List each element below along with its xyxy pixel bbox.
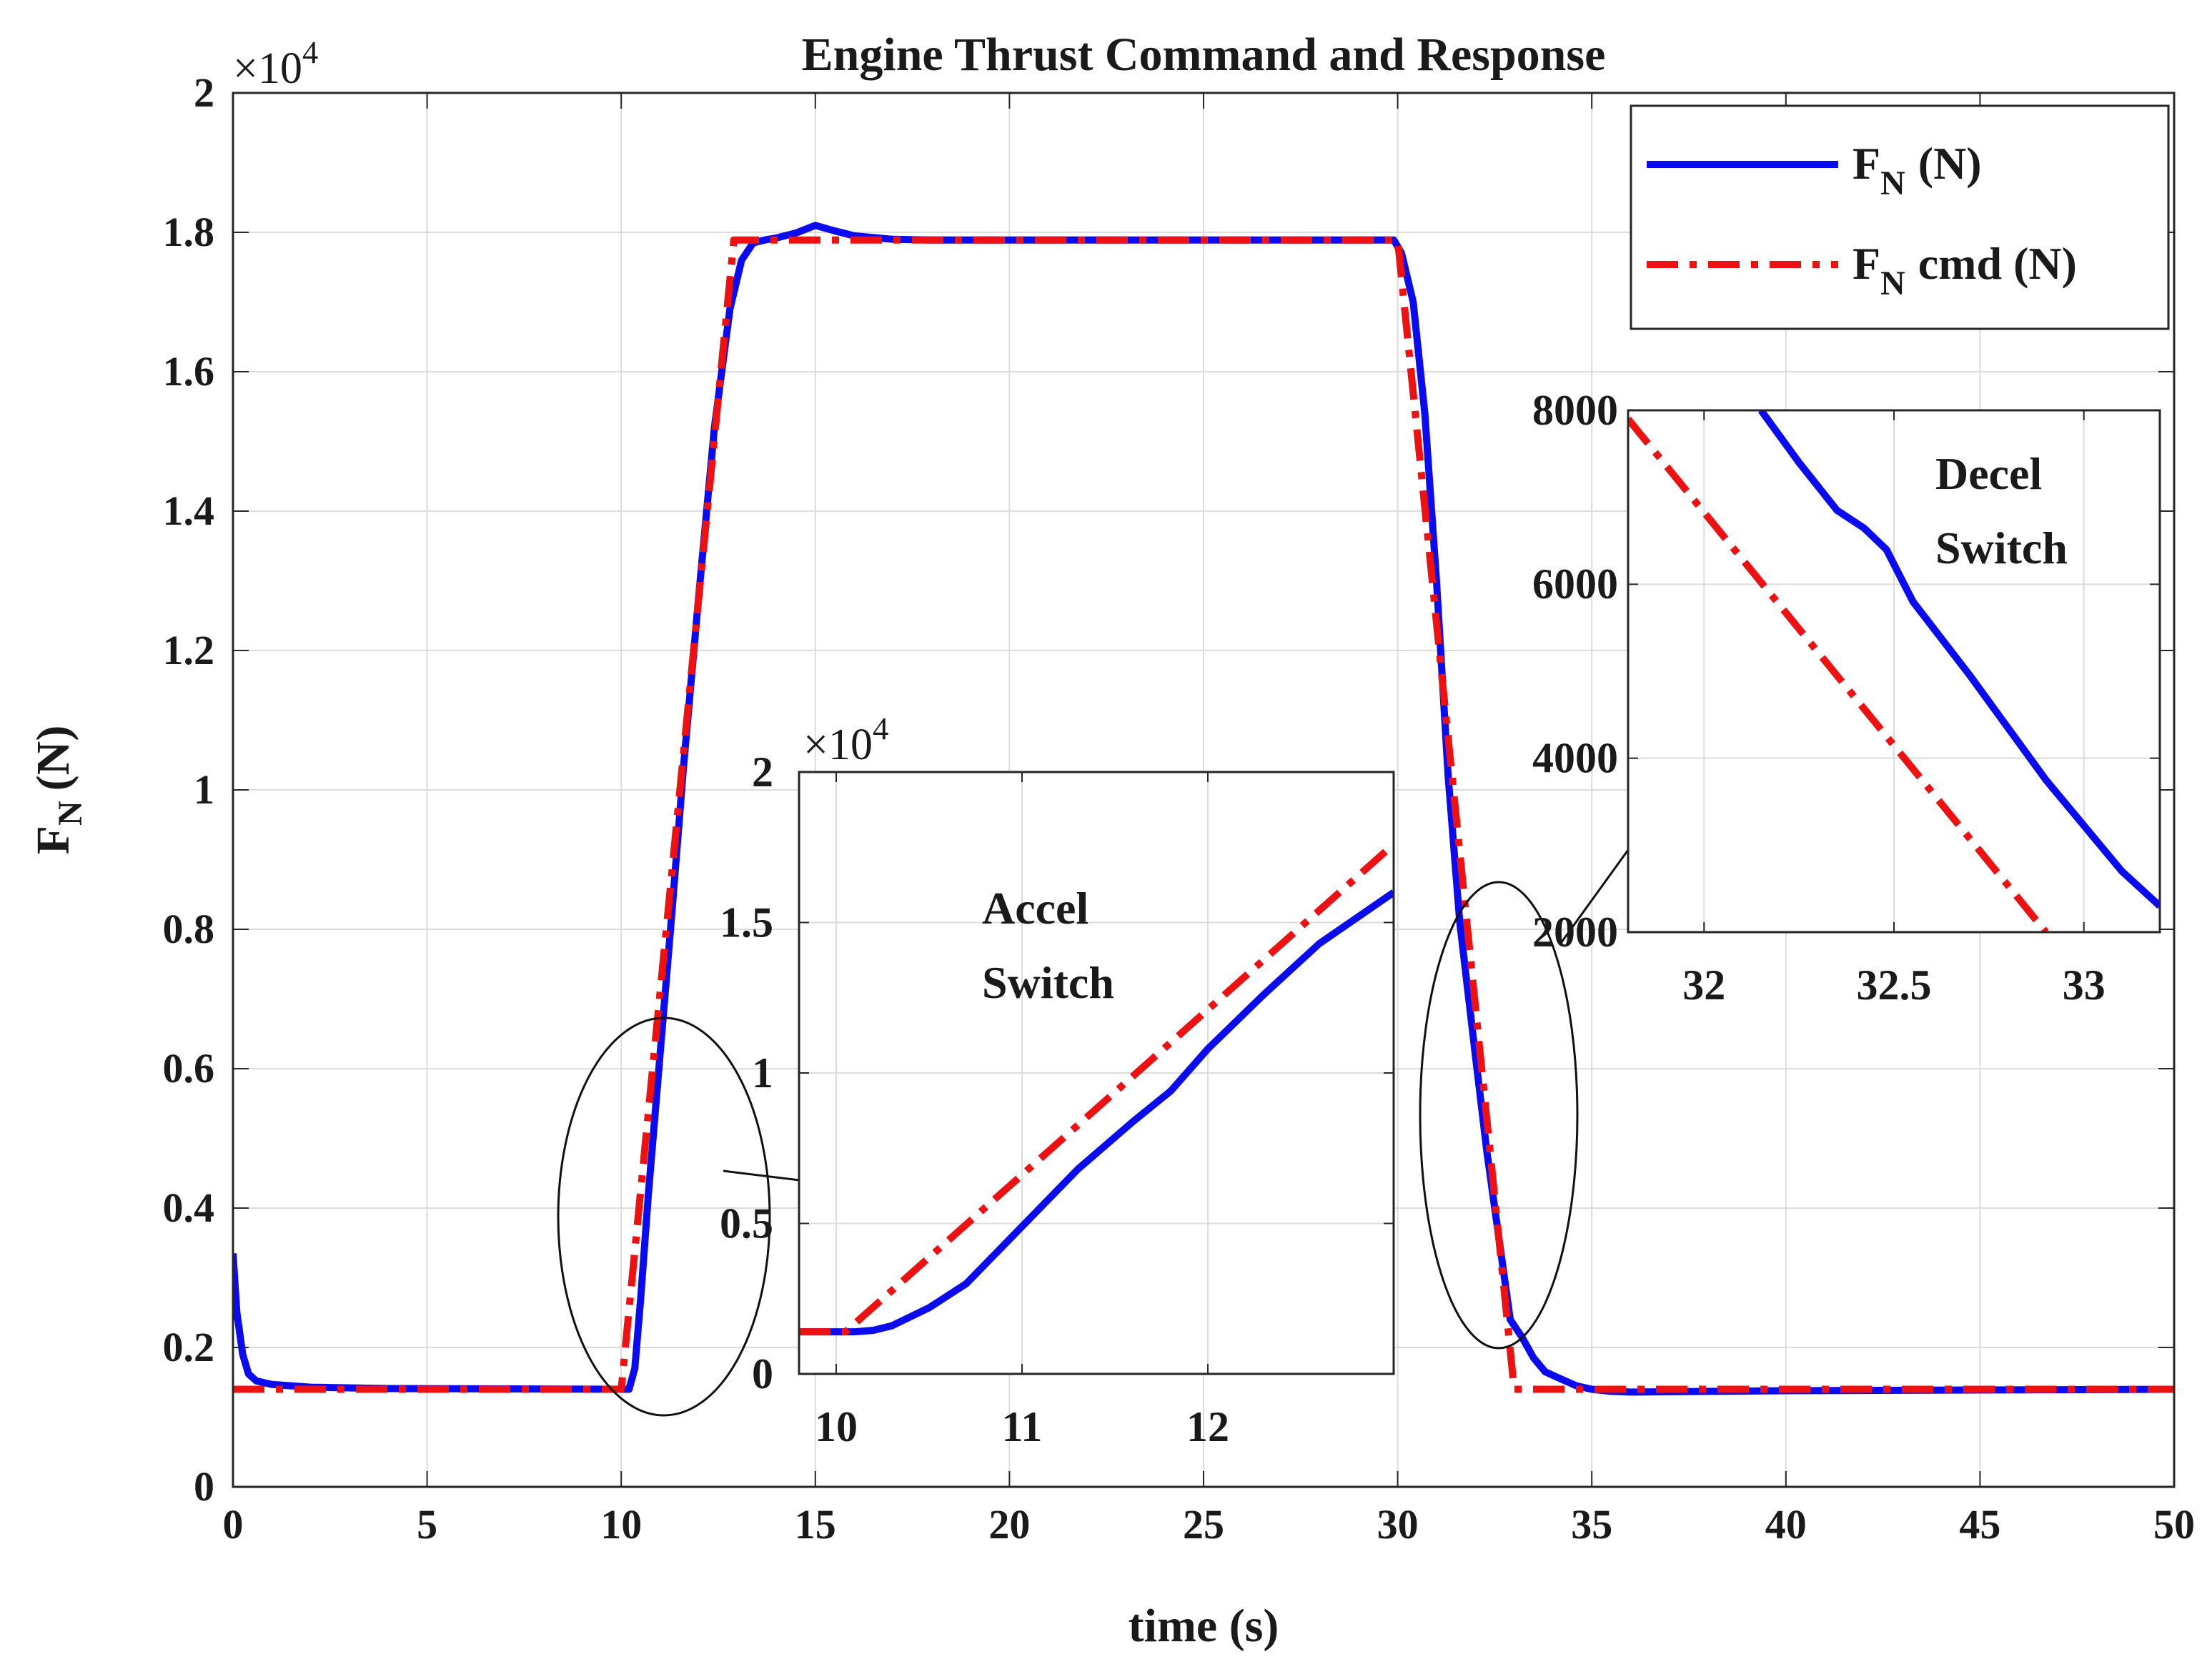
- inset_accel-series-cmd-line: [799, 841, 1394, 1336]
- main-x-tick-label: 25: [1183, 1501, 1224, 1548]
- accel-switch-label-line1: Accel: [982, 883, 1088, 934]
- main-y-tick-label: 1.8: [163, 209, 215, 255]
- inset_decel-x-tick-label: 33: [2063, 961, 2106, 1009]
- inset_decel-series-FN-line: [1757, 410, 2160, 909]
- inset_accel-y-tick-label: 2: [752, 748, 773, 796]
- inset-accel-y-exponent: ×104: [803, 711, 888, 769]
- main-x-tick-label: 45: [1959, 1501, 2000, 1548]
- main-y-exponent: ×104: [233, 34, 318, 93]
- decel-switch-label-line1: Decel: [1935, 448, 2042, 499]
- legend: FN (N)FN cmd (N): [1630, 104, 2170, 330]
- inset_accel-y-tick-label: 1: [752, 1049, 773, 1097]
- main-x-tick-label: 0: [223, 1501, 244, 1548]
- legend-label-main: F: [1853, 138, 1880, 189]
- inset_accel-y-tick-label: 0.5: [720, 1199, 773, 1247]
- inset_decel-series-cmd-line: [1628, 417, 2049, 932]
- inset_accel-series-FN-line: [799, 889, 1394, 1336]
- inset_decel-y-tick-label: 2000: [1532, 909, 1618, 956]
- inset_accel-x-tick-label: 10: [815, 1403, 858, 1450]
- main-x-tick-label: 50: [2153, 1501, 2195, 1548]
- main-x-tick-label: 30: [1377, 1501, 1419, 1548]
- main-x-tick-label: 5: [417, 1501, 437, 1548]
- main-x-tick-label: 35: [1571, 1501, 1612, 1548]
- main-y-tick-label: 0: [194, 1463, 214, 1510]
- legend-label-sub: N: [1880, 264, 1905, 302]
- main-y-exponent-base: ×10: [233, 44, 302, 93]
- legend-label-rest: cmd (N): [1918, 238, 2077, 289]
- inset_decel-axes: 32 32.5 33 2000 4000 6000 8000: [1532, 387, 2160, 1009]
- y-axis-label-sub: N: [51, 801, 89, 826]
- inset_accel-x-tick-label: 12: [1186, 1403, 1229, 1450]
- inset_accel-y-tick-label: 0: [752, 1350, 773, 1398]
- main-series-FN-line: [233, 222, 2174, 1396]
- legend-label-rest: (N): [1918, 138, 1982, 189]
- main-frame: [232, 91, 2176, 1488]
- inset_decel-x-tick-label: 32: [1682, 961, 1725, 1009]
- inset-accel-y-exponent-power: 4: [873, 711, 888, 746]
- legend-label-main: F: [1853, 238, 1880, 289]
- legend-label-FN: FN (N): [1853, 138, 1982, 202]
- inset_accel-axes: 10 11 12 0 0.5 1 1.5 2: [720, 748, 1394, 1450]
- main-y-tick-label: 0.2: [163, 1324, 215, 1370]
- main-y-tick-label: 1.4: [163, 488, 215, 534]
- main-series-cmd-line: [233, 236, 2174, 1393]
- main-y-tick-label: 1.6: [163, 348, 215, 395]
- main-y-tick-label: 0.4: [163, 1184, 215, 1231]
- y-axis-label-main: F: [27, 826, 79, 854]
- main-x-tick-label: 20: [988, 1501, 1030, 1548]
- y-axis-label: FN (N): [27, 726, 89, 855]
- accel-switch-label-line2: Switch: [982, 957, 1114, 1008]
- main-y-exponent-power: 4: [302, 34, 318, 70]
- inset-decel-frame: [1627, 409, 2161, 934]
- legend-label-sub: N: [1880, 164, 1905, 202]
- main-y-tick-label: 0.6: [163, 1045, 215, 1092]
- inset_decel-x-tick-label: 32.5: [1857, 961, 1932, 1009]
- main-y-tick-label: 2: [194, 69, 214, 116]
- x-axis-label: time (s): [1129, 1600, 1279, 1652]
- inset_accel-y-tick-label: 1.5: [720, 899, 773, 946]
- chart-title: Engine Thrust Command and Response: [802, 29, 1606, 81]
- inset-accel-y-exponent-base: ×10: [803, 721, 873, 769]
- main-x-tick-label: 40: [1765, 1501, 1807, 1548]
- main-y-tick-label: 1.2: [163, 627, 215, 673]
- inset_decel-y-tick-label: 8000: [1532, 387, 1618, 434]
- decel-region-ellipse: [1419, 881, 1579, 1350]
- main-y-tick-label: 1: [194, 766, 214, 813]
- main-x-tick-label: 15: [795, 1501, 836, 1548]
- inset-accel-frame: [798, 771, 1395, 1375]
- inset_decel-y-tick-label: 4000: [1532, 734, 1618, 781]
- legend-box: [1630, 104, 2170, 330]
- accel-region-ellipse: [557, 1016, 771, 1417]
- decel-switch-label-line2: Switch: [1935, 523, 2068, 573]
- y-axis-label-unit: (N): [27, 726, 79, 791]
- inset_accel-x-tick-label: 11: [1002, 1403, 1043, 1450]
- main-x-tick-label: 10: [600, 1501, 642, 1548]
- inset_decel-y-tick-label: 6000: [1532, 560, 1618, 608]
- main-y-tick-label: 0.8: [163, 906, 215, 952]
- legend-label-cmd: FN cmd (N): [1853, 238, 2077, 302]
